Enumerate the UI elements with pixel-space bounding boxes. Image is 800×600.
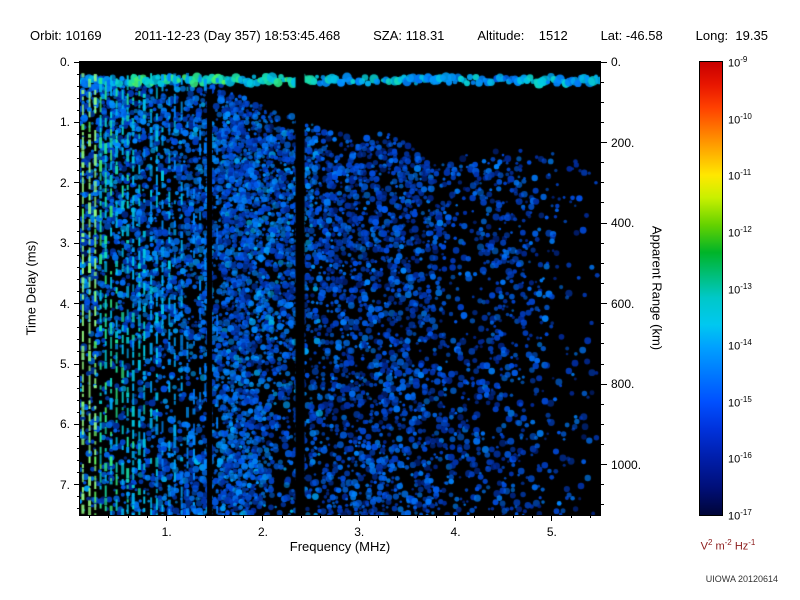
right-axis-minor-tick xyxy=(601,242,604,244)
colorbar-tick-label: 10-15 xyxy=(728,394,752,410)
colorbar-tick-label: 10-13 xyxy=(728,281,752,297)
header-latitude: Lat: -46.58 xyxy=(600,28,663,43)
right-axis-minor-tick xyxy=(601,121,604,123)
right-axis-minor-tick xyxy=(601,282,604,284)
y-axis-tick-label: 6. xyxy=(59,417,70,432)
unit-hz-exponent: -1 xyxy=(748,538,756,547)
colorbar-tick-label: 10-12 xyxy=(728,224,752,240)
unit-m-exponent: -2 xyxy=(724,538,732,547)
colorbar-tick-label: 10-11 xyxy=(728,168,752,183)
colorbar xyxy=(699,61,723,516)
colorbar-gradient xyxy=(700,62,722,515)
right-axis-minor-tick xyxy=(601,504,604,506)
credit-text: UIOWA 20120614 xyxy=(705,574,778,584)
y-axis-tick-label: 1. xyxy=(59,115,70,130)
right-axis-minor-tick xyxy=(601,262,604,264)
header-metadata-bar: Orbit: 10169 2011-12-23 (Day 357) 18:53:… xyxy=(30,28,768,43)
right-axis-major-tick xyxy=(601,142,607,144)
colorbar-tick-label: 10-16 xyxy=(728,451,752,467)
x-axis-tick-label: 3. xyxy=(354,525,365,539)
right-axis-major-tick xyxy=(601,222,607,224)
header-sza: SZA: 118.31 xyxy=(373,28,445,43)
right-axis-major-tick xyxy=(601,383,607,385)
y-axis-label-right: Apparent Range (km) xyxy=(649,225,665,351)
y-axis-tick-label: 3. xyxy=(59,236,70,251)
right-axis-minor-tick xyxy=(601,162,604,164)
y-axis-label-left: Time Delay (ms) xyxy=(23,240,39,336)
colorbar-tick-label: 10-17 xyxy=(728,508,752,523)
right-axis-minor-tick xyxy=(601,484,604,486)
x-axis-tick-label: 2. xyxy=(257,525,268,539)
colorbar-tick-label: 10-10 xyxy=(728,111,752,127)
spectrogram-canvas xyxy=(80,62,600,515)
y-axis-tick-label: 5. xyxy=(59,357,70,371)
right-axis-minor-tick xyxy=(601,182,604,184)
right-axis-minor-tick xyxy=(601,363,604,365)
right-axis-tick-label: 0. xyxy=(611,55,622,69)
right-axis-minor-tick xyxy=(601,101,604,103)
unit-m: m xyxy=(715,540,725,553)
right-axis-minor-tick xyxy=(601,403,604,405)
right-axis-minor-tick xyxy=(601,444,604,446)
right-axis-minor-tick xyxy=(601,323,604,325)
x-axis-tick-label: 4. xyxy=(450,525,461,539)
right-axis-tick-label: 400. xyxy=(611,216,635,231)
unit-v: V xyxy=(700,540,708,553)
right-axis-major-tick xyxy=(601,464,607,466)
right-axis-minor-tick xyxy=(601,81,604,83)
right-axis-tick-label: 1000. xyxy=(611,457,642,472)
plot-area xyxy=(79,61,601,516)
right-axis-tick-label: 200. xyxy=(611,135,635,150)
header-longitude: Long: 19.35 xyxy=(695,28,768,43)
x-axis-tick-label: 1. xyxy=(161,525,172,539)
right-axis-tick-label: 800. xyxy=(611,377,635,392)
header-orbit: Orbit: 10169 xyxy=(30,28,102,43)
header-altitude: Altitude: 1512 xyxy=(477,28,568,43)
y-axis-tick-label: 7. xyxy=(59,477,70,492)
right-axis-major-tick xyxy=(601,61,607,63)
right-axis-minor-tick xyxy=(601,343,604,345)
unit-v-exponent: 2 xyxy=(707,538,713,547)
colorbar-tick-label: 10-9 xyxy=(728,55,748,70)
y-axis-tick-label: 0. xyxy=(59,55,70,69)
right-axis-minor-tick xyxy=(601,202,604,204)
unit-hz: Hz xyxy=(734,540,749,553)
colorbar-tick-label: 10-14 xyxy=(728,338,752,353)
colorbar-unit-label: V2 m-2 Hz-1 xyxy=(668,538,788,553)
y-axis-tick-label: 2. xyxy=(59,175,70,190)
right-axis-tick-label: 600. xyxy=(611,296,635,311)
y-axis-tick-label: 4. xyxy=(59,296,70,311)
x-axis-tick-label: 5. xyxy=(546,525,557,539)
x-axis-label: Frequency (MHz) xyxy=(289,539,391,554)
header-datetime: 2011-12-23 (Day 357) 18:53:45.468 xyxy=(134,28,341,43)
right-axis-major-tick xyxy=(601,303,607,305)
right-axis-minor-tick xyxy=(601,423,604,425)
